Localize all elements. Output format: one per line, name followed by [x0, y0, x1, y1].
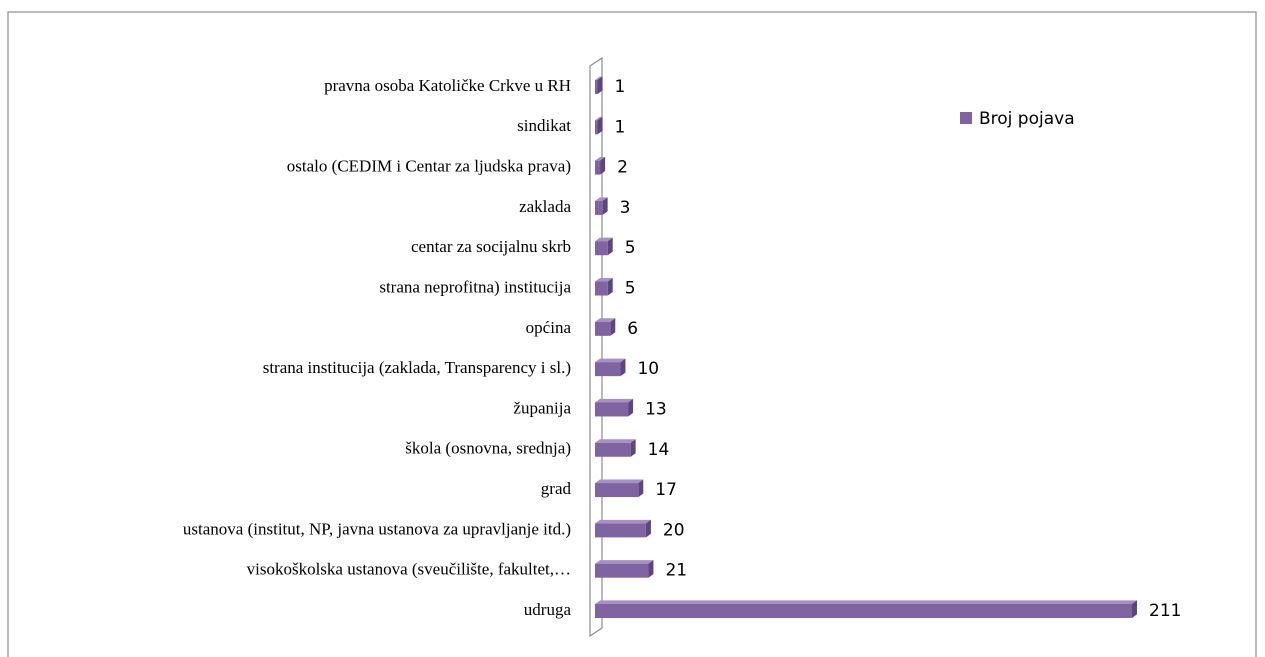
bar-side: [1132, 600, 1137, 618]
bar-side: [645, 519, 651, 538]
category-label: centar za socijalnu skrb: [411, 237, 571, 256]
category-label: visokoškolska ustanova (sveučilište, fak…: [247, 560, 571, 579]
category-label: udruga: [524, 600, 572, 619]
bar-top: [595, 197, 608, 201]
bar-side: [602, 197, 608, 215]
bar: [595, 523, 646, 538]
bar-side: [607, 237, 613, 256]
data-label: 211: [1149, 601, 1181, 621]
bar-side: [638, 479, 644, 498]
category-label: sindikat: [517, 116, 571, 135]
bar: [595, 160, 601, 175]
bar-top: [595, 600, 1137, 604]
data-label: 5: [625, 238, 636, 258]
bar-side: [620, 358, 626, 377]
data-label: 2: [617, 158, 628, 178]
data-label: 21: [665, 561, 687, 581]
legend-label: Broj pojava: [979, 109, 1075, 129]
category-label: pravna osoba Katoličke Crkve u RH: [324, 76, 571, 95]
bar: [595, 563, 649, 578]
legend-swatch: [960, 112, 972, 124]
bar: [595, 604, 1132, 618]
bar: [595, 120, 598, 135]
bar-top: [595, 519, 651, 524]
bar-top: [595, 116, 603, 121]
bar: [595, 80, 598, 94]
category-label: županija: [513, 398, 571, 417]
category-label: škola (osnovna, srednja): [405, 439, 571, 458]
data-label: 14: [648, 440, 670, 460]
data-label: 13: [645, 399, 667, 419]
category-label: strana institucija (zaklada, Transparenc…: [263, 358, 571, 377]
bar-top: [595, 237, 613, 242]
category-label: grad: [541, 479, 572, 498]
data-label: 1: [615, 77, 626, 97]
data-label: 6: [627, 319, 638, 339]
bar-side: [597, 76, 603, 94]
bar-top: [595, 318, 616, 322]
bar-side: [648, 560, 654, 578]
bar-top: [595, 277, 613, 282]
bar-top: [595, 76, 603, 80]
data-label: 10: [637, 359, 659, 379]
data-label: 17: [655, 480, 677, 500]
bar-top: [595, 439, 636, 443]
data-label: 1: [615, 117, 626, 137]
bar-side: [610, 318, 616, 336]
data-label: 5: [625, 279, 636, 299]
bar: [595, 402, 629, 417]
bar-top: [595, 479, 644, 484]
bar-top: [595, 358, 626, 363]
chart-border: [7, 11, 1257, 657]
data-label: 20: [663, 520, 685, 540]
bar-side: [628, 398, 634, 417]
axis-wall: [589, 56, 603, 638]
data-label: 3: [620, 198, 631, 218]
bar-top: [595, 560, 654, 564]
category-label: zaklada: [519, 197, 571, 216]
bar-side: [607, 277, 613, 296]
bar-side: [600, 157, 606, 175]
bar-top: [595, 157, 606, 161]
category-label: ostalo (CEDIM i Centar za ljudska prava): [287, 157, 571, 176]
bar: [595, 281, 608, 296]
bar: [595, 321, 611, 336]
bar: [595, 483, 639, 498]
bar-side: [630, 439, 636, 457]
bar: [595, 442, 631, 457]
bar: [595, 362, 621, 377]
category-label: ustanova (institut, NP, javna ustanova z…: [183, 519, 571, 538]
category-label: općina: [526, 318, 572, 337]
bar-top: [595, 398, 634, 403]
bar-side: [597, 116, 603, 135]
bar: [595, 241, 608, 256]
bar: [595, 200, 603, 215]
category-label: strana neprofitna) institucija: [379, 277, 571, 296]
